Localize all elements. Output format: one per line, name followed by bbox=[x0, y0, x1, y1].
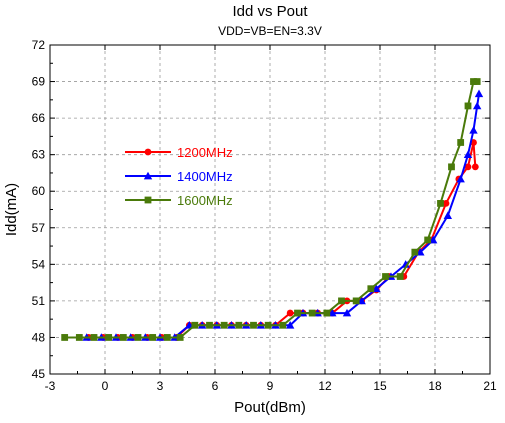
grid-lines bbox=[50, 45, 490, 374]
legend-item: 1200MHz bbox=[125, 145, 233, 160]
data-point bbox=[437, 200, 444, 207]
data-point bbox=[206, 321, 213, 329]
x-tick-label: 0 bbox=[102, 379, 109, 393]
legend-label: 1600MHz bbox=[177, 193, 233, 208]
data-point bbox=[308, 309, 316, 317]
data-point bbox=[424, 236, 432, 244]
data-point bbox=[470, 78, 477, 85]
data-point bbox=[61, 334, 69, 341]
y-tick-label: 45 bbox=[32, 367, 46, 381]
data-point bbox=[372, 284, 381, 293]
data-point bbox=[163, 334, 171, 341]
y-tick-label: 63 bbox=[32, 148, 46, 162]
data-point bbox=[134, 334, 142, 341]
x-axis-label: Pout(dBm) bbox=[234, 399, 306, 416]
data-point bbox=[463, 150, 473, 159]
data-point bbox=[264, 321, 272, 329]
legend-marker bbox=[144, 196, 152, 204]
legend-item: 1400MHz bbox=[125, 169, 233, 184]
data-point bbox=[75, 334, 83, 341]
data-point bbox=[328, 308, 337, 317]
legend: 1200MHz 1400MHz 1600MHz bbox=[125, 145, 233, 208]
data-point bbox=[119, 334, 127, 341]
chart-subtitle: VDD=VB=EN=3.3V bbox=[218, 24, 322, 38]
data-point bbox=[279, 321, 287, 329]
data-point bbox=[357, 296, 366, 305]
y-tick-label: 60 bbox=[32, 184, 46, 198]
data-point bbox=[367, 285, 375, 293]
y-tick-label: 66 bbox=[32, 111, 46, 125]
data-point bbox=[456, 174, 465, 183]
data-point bbox=[176, 334, 184, 341]
data-point bbox=[457, 139, 465, 146]
data-point bbox=[191, 321, 199, 329]
series-1400MHz bbox=[82, 89, 484, 341]
legend-label: 1200MHz bbox=[177, 145, 233, 160]
data-point bbox=[474, 89, 484, 98]
data-point bbox=[220, 321, 228, 329]
data-point bbox=[105, 334, 113, 341]
data-point bbox=[294, 309, 301, 317]
data-point bbox=[382, 273, 389, 280]
y-tick-label: 51 bbox=[32, 294, 46, 308]
data-point bbox=[472, 101, 482, 110]
data-point bbox=[149, 334, 157, 341]
x-tick-label: -3 bbox=[45, 379, 56, 393]
series-1200MHz bbox=[85, 139, 479, 341]
x-tick-label: 15 bbox=[373, 379, 387, 393]
y-tick-label: 54 bbox=[32, 257, 46, 271]
y-tick-label: 72 bbox=[32, 38, 46, 52]
data-point bbox=[464, 163, 472, 171]
x-tick-label: 12 bbox=[318, 379, 332, 393]
series-line bbox=[64, 80, 478, 339]
chart-title: Idd vs Pout bbox=[232, 3, 308, 20]
x-tick-label: 18 bbox=[428, 379, 442, 393]
data-point bbox=[250, 321, 257, 329]
data-point bbox=[285, 321, 295, 329]
series-line bbox=[86, 93, 480, 339]
data-point bbox=[464, 102, 472, 110]
data-point bbox=[416, 247, 425, 256]
y-tick-label: 57 bbox=[32, 221, 46, 235]
data-point bbox=[90, 334, 98, 341]
x-tick-label: 3 bbox=[157, 379, 164, 393]
data-point bbox=[469, 126, 478, 134]
data-point bbox=[448, 163, 455, 171]
data-point bbox=[442, 200, 450, 207]
y-tick-label: 48 bbox=[32, 330, 46, 344]
legend-label: 1400MHz bbox=[177, 169, 233, 184]
y-tick-label: 69 bbox=[32, 75, 46, 89]
x-tick-label: 6 bbox=[212, 379, 219, 393]
data-point bbox=[428, 235, 438, 244]
data-point bbox=[443, 211, 453, 219]
legend-marker bbox=[143, 171, 153, 180]
series-line bbox=[88, 142, 477, 339]
x-tick-label: 21 bbox=[483, 379, 497, 393]
data-point bbox=[473, 78, 481, 85]
x-tick-label: 9 bbox=[267, 379, 274, 393]
data-point bbox=[235, 321, 243, 329]
data-point bbox=[338, 297, 345, 305]
data-point bbox=[471, 163, 479, 171]
legend-marker bbox=[144, 148, 152, 156]
series-group bbox=[61, 78, 484, 341]
data-point bbox=[342, 308, 352, 317]
data-point bbox=[352, 297, 360, 305]
data-point bbox=[411, 248, 419, 256]
data-point bbox=[396, 273, 404, 280]
legend-item: 1600MHz bbox=[125, 193, 233, 208]
data-point bbox=[323, 309, 331, 317]
y-axis-label: Idd(mA) bbox=[3, 183, 20, 236]
data-point bbox=[286, 309, 294, 317]
series-1600MHz bbox=[61, 78, 481, 341]
